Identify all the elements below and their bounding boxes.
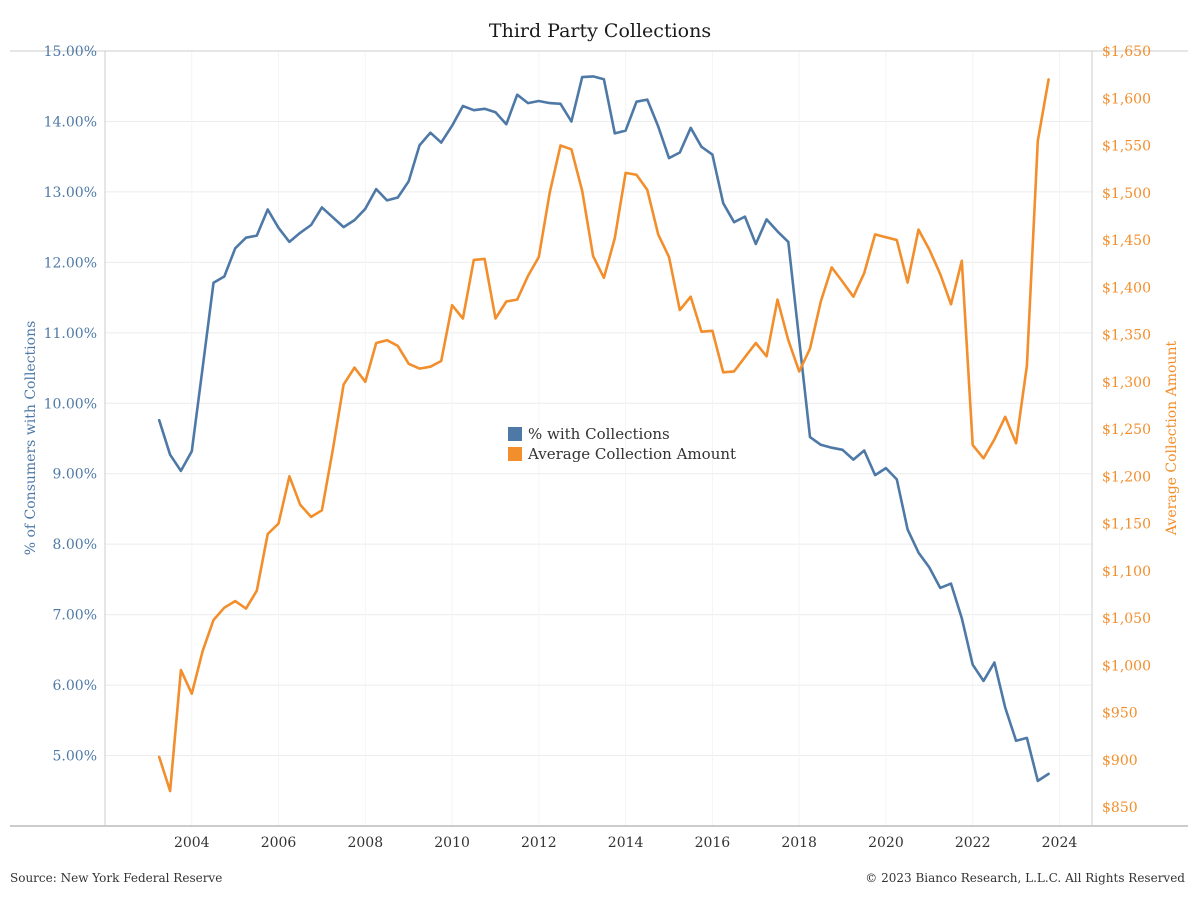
left-tick-label: 5.00%: [53, 749, 97, 765]
right-tick-label: $1,150: [1102, 517, 1151, 533]
left-tick-label: 14.00%: [44, 114, 97, 130]
right-tick-label: $1,650: [1102, 44, 1151, 60]
x-tick-label: 2022: [955, 835, 991, 851]
x-tick-label: 2014: [608, 835, 644, 851]
right-tick-label: $1,600: [1102, 91, 1151, 107]
x-tick-label: 2012: [521, 835, 557, 851]
left-tick-label: 15.00%: [44, 44, 97, 60]
series-layer: [157, 75, 1050, 793]
left-tick-label: 12.00%: [44, 255, 97, 271]
legend-swatch-collections: [508, 427, 522, 441]
legend-swatch-average: [508, 447, 522, 461]
x-tick-label: 2010: [434, 835, 470, 851]
right-tick-label: $1,550: [1102, 139, 1151, 155]
chart-title: Third Party Collections: [489, 20, 711, 42]
x-tick-label: 2016: [695, 835, 731, 851]
legend: % with Collections Average Collection Am…: [508, 425, 736, 463]
right-tick-label: $1,300: [1102, 375, 1151, 391]
legend-label-average: Average Collection Amount: [527, 445, 736, 463]
series-line-average-amount: [157, 78, 1050, 793]
copyright-note: © 2023 Bianco Research, L.L.C. All Right…: [865, 871, 1185, 885]
left-tick-label: 8.00%: [53, 537, 97, 553]
left-tick-label: 9.00%: [53, 467, 97, 483]
left-tick-label: 7.00%: [53, 608, 97, 624]
legend-label-collections: % with Collections: [528, 425, 670, 443]
series-line-collections-pct: [157, 75, 1050, 783]
x-tick-label: 2018: [781, 835, 817, 851]
right-tick-label: $1,350: [1102, 328, 1151, 344]
right-tick-label: $900: [1102, 753, 1138, 769]
x-tick-label: 2024: [1042, 835, 1078, 851]
left-tick-label: 11.00%: [44, 326, 97, 342]
x-tick-label: 2020: [868, 835, 904, 851]
x-tick-label: 2004: [174, 835, 210, 851]
right-tick-label: $1,250: [1102, 422, 1151, 438]
right-y-axis-ticks: $850 $900 $950 $1,000 $1,050 $1,100 $1,150 $1,2…: [1102, 44, 1151, 816]
left-y-axis-ticks: 5.00% 6.00% 7.00% 8.00% 9.00% 10.00% 11.00% 12.…: [44, 44, 97, 765]
x-tick-label: 2008: [347, 835, 383, 851]
right-tick-label: $950: [1102, 706, 1138, 722]
right-tick-label: $1,050: [1102, 611, 1151, 627]
left-tick-label: 6.00%: [53, 678, 97, 694]
x-tick-label: 2006: [261, 835, 297, 851]
x-axis-ticks: 2004 2006 2008 2010 2012 2014 2016 2018 2020 2022…: [174, 835, 1077, 851]
right-axis-title: Average Collection Amount: [1164, 341, 1180, 537]
right-tick-label: $850: [1102, 800, 1138, 816]
left-tick-label: 13.00%: [44, 185, 97, 201]
left-axis-title: % of Consumers with Collections: [23, 321, 39, 556]
right-tick-label: $1,400: [1102, 280, 1151, 296]
right-tick-label: $1,200: [1102, 469, 1151, 485]
right-tick-label: $1,100: [1102, 564, 1151, 580]
right-tick-label: $1,500: [1102, 186, 1151, 202]
right-tick-label: $1,450: [1102, 233, 1151, 249]
left-tick-label: 10.00%: [44, 396, 97, 412]
source-note: Source: New York Federal Reserve: [10, 871, 222, 885]
right-tick-label: $1,000: [1102, 658, 1151, 674]
